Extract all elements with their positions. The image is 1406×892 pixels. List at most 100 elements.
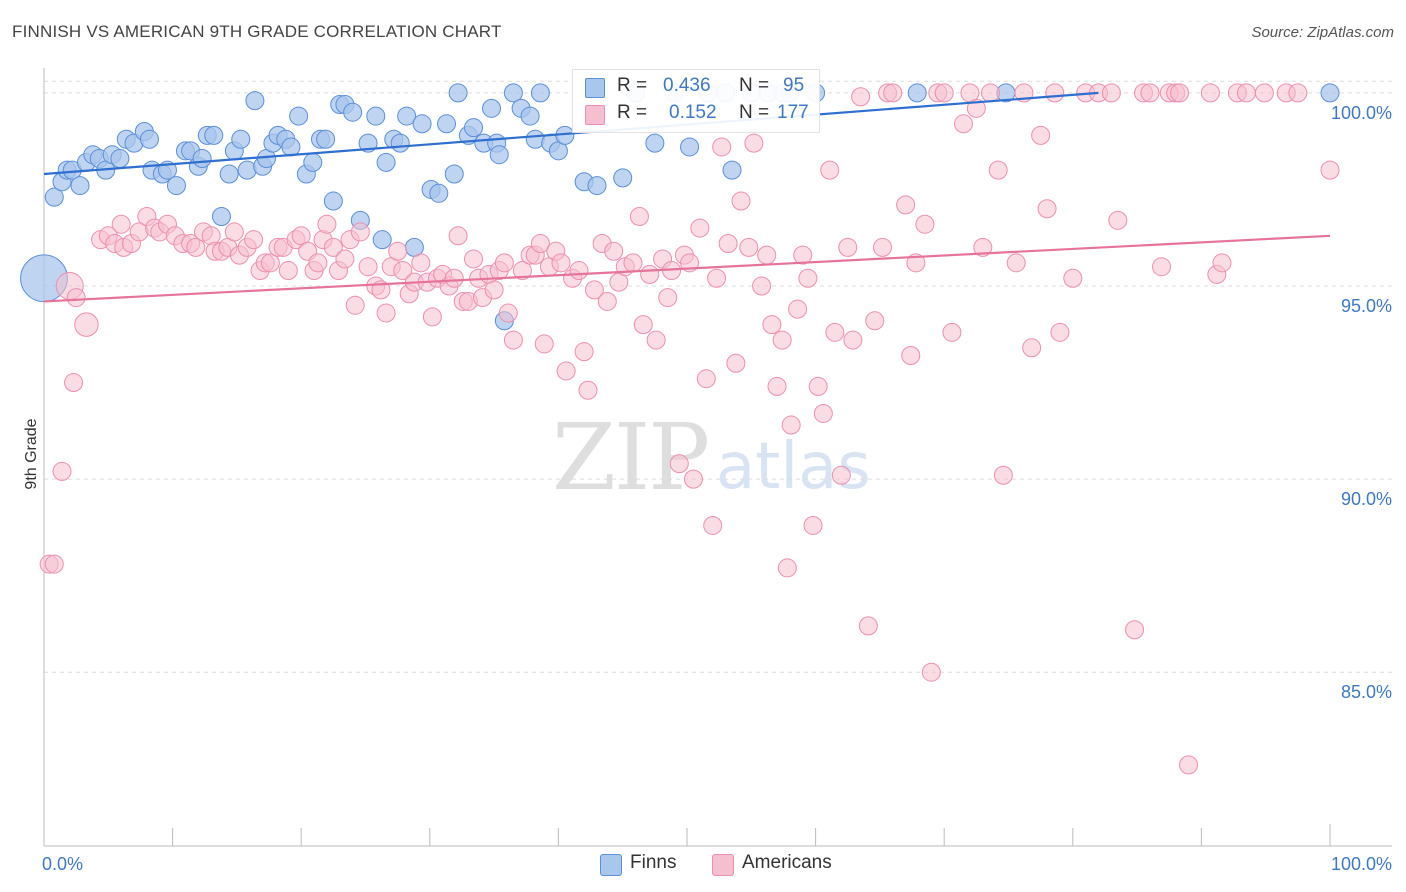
americans-point [793,245,813,265]
finns-point [680,137,700,157]
americans-point [707,268,727,288]
americans-point [335,249,355,269]
finns-point [245,91,265,111]
finns-point [358,133,378,153]
americans-point [851,87,871,107]
americans-point [808,376,828,396]
americans-point [690,218,710,238]
chart-title: FINNISH VS AMERICAN 9TH GRADE CORRELATIO… [12,22,502,41]
americans-point [623,253,643,273]
americans-point [1037,199,1057,219]
americans-point [260,253,280,273]
americans-point [448,226,468,246]
y-tick-label: 100.0% [1331,103,1392,123]
americans-point [444,268,464,288]
x-tick-label: 0.0% [42,854,83,874]
americans-point [953,114,973,134]
finns-point [316,129,336,149]
americans-point [993,465,1013,485]
americans-point [350,222,370,242]
americans-point [317,214,337,234]
x-tick-label: 100.0% [1331,854,1392,874]
americans-point [901,346,921,366]
finns-point [70,176,90,196]
americans-point [376,303,396,323]
americans-point [512,261,532,281]
americans-point [1031,125,1051,145]
finns-r-label: R = [617,75,648,96]
americans-point [1179,755,1199,775]
americans-point [1050,322,1070,342]
y-tick-label: 85.0% [1341,682,1392,702]
americans-point [1108,210,1128,230]
americans-point [345,295,365,315]
americans-point [858,616,878,636]
finns-point [303,152,323,172]
americans-point [66,288,86,308]
finns-point [343,102,363,122]
americans-point [1200,83,1220,103]
americans-point [574,342,594,362]
americans-point [604,241,624,261]
americans-point [498,303,518,323]
finns-point [1320,83,1340,103]
finns-r-value: 0.436 [663,75,711,96]
americans-point [813,403,833,423]
americans-point [744,133,764,153]
americans-point [1288,83,1308,103]
finns-point [376,152,396,172]
points-layer [20,83,1340,775]
finns-point [219,164,239,184]
americans-point [556,361,576,381]
finns-n-label: N = [739,75,770,96]
finns-point [503,83,523,103]
finns-point [412,114,432,134]
americans-n-label: N = [739,102,770,123]
americans-point [980,83,1000,103]
americans-point [551,253,571,273]
americans-point [1212,253,1232,273]
y-axis-label: 9th Grade [23,418,40,489]
americans-point [757,245,777,265]
finns-point [323,191,343,211]
finns-point [587,176,607,196]
bottom-americans-swatch [712,854,734,876]
americans-point [658,288,678,308]
americans-point [464,249,484,269]
y-tick-label: 95.0% [1341,296,1392,316]
finns-point [530,83,550,103]
bottom-finns-swatch [600,854,622,876]
americans-point [1045,83,1065,103]
y-tick-label: 90.0% [1341,489,1392,509]
americans-point [921,662,941,682]
finns-point [372,230,392,250]
americans-point [915,214,935,234]
americans-point [718,234,738,254]
finns-point [192,149,212,169]
americans-point [308,253,328,273]
americans-point [752,276,772,296]
americans-point [640,264,660,284]
americans-point [777,558,797,578]
americans-point [578,380,598,400]
finns-point [281,137,301,157]
finns-point [448,83,468,103]
americans-point [669,454,689,474]
finns-point [907,83,927,103]
americans-point [896,195,916,215]
americans-point [942,322,962,342]
finns-point [110,149,130,169]
americans-r-label: R = [617,102,648,123]
label-layer: 85.0% 90.0% 95.0% 100.0% 0.0% 100.0% 9th Grade [23,103,1392,874]
bottom-americans-label: Americans [742,852,832,873]
finns-point [366,106,386,126]
finns-point [645,133,665,153]
americans-swatch [585,105,605,125]
americans-point [838,237,858,257]
finns-trendline [43,91,1099,176]
americans-point [1320,160,1340,180]
finns-swatch [585,78,605,98]
americans-point [411,253,431,273]
americans-point [1140,83,1160,103]
americans-point [64,373,84,393]
